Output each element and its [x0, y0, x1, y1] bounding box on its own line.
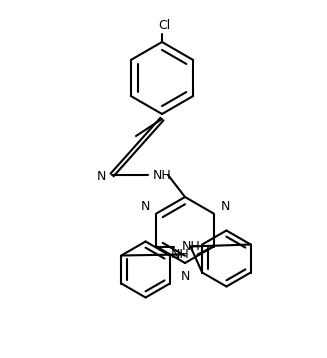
Text: N: N — [96, 169, 106, 183]
Text: Cl: Cl — [158, 19, 170, 32]
Text: N: N — [140, 200, 150, 213]
Text: N: N — [220, 200, 230, 213]
Text: NH: NH — [171, 248, 190, 261]
Text: NH: NH — [181, 240, 200, 253]
Text: NH: NH — [153, 169, 172, 182]
Text: N: N — [180, 270, 190, 283]
